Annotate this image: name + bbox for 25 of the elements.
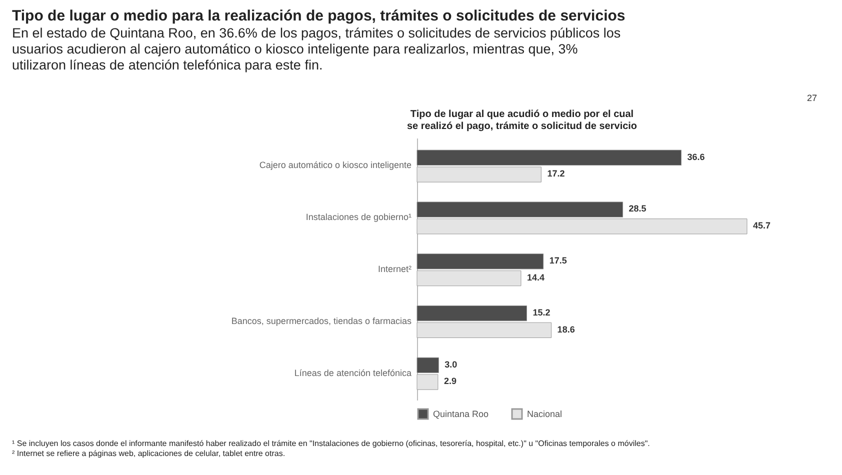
text: ² Internet se refiere a páginas web, aplicaciones de celular, tablet entre otras. [12, 449, 286, 458]
text: usuarios acudieron al cajero automático o kiosco inteligente para realizarlos, mientras que, 3% [12, 42, 578, 56]
data-label: 17.2 [547, 168, 565, 179]
data-label: 45.7 [753, 220, 771, 231]
legend-label: Nacional [527, 409, 562, 419]
data-label: 17.5 [549, 256, 567, 266]
y-tick-label: Cajero automático o kiosco inteligente [259, 160, 412, 170]
data-label: 14.4 [526, 272, 545, 282]
legend-label: Quintana Roo [433, 409, 489, 419]
text: Tipo de lugar al que acudió o medio por el cual se realizó el pago, trámite o solicitud de servicio [406, 109, 638, 132]
text: utilizaron líneas de atención telefónica para este fin. [12, 58, 323, 72]
y-tick-label: Líneas de atención telefónica [294, 368, 412, 378]
text: 27 [806, 93, 817, 103]
chart-title: Tipo de lugar o medio para la realización de pagos, trámites o solicitudes de servicios [12, 8, 626, 24]
y-tick-label: Internet² [378, 264, 412, 274]
data-label: 3.0 [444, 359, 458, 370]
data-label: 18.6 [557, 324, 575, 334]
data-label: 36.6 [687, 152, 705, 162]
text: ¹ Se incluyen los casos donde el informante manifestó haber realizado el trámite en "Instalaciones de gobierno (oficinas, tesorería, hospital, etc.)" u "Oficinas temporales o móviles". [12, 439, 650, 448]
y-tick-label: Instalaciones de gobierno¹ [306, 212, 412, 222]
data-label: 28.5 [628, 204, 646, 214]
data-label: 2.9 [444, 376, 456, 386]
text: En el estado de Quintana Roo, en 36.6% de los pagos, trámites o solicitudes de servicios públicos los [12, 26, 621, 40]
data-label: 15.2 [532, 307, 550, 318]
y-tick-label: Bancos, supermercados, tiendas o farmacias [231, 316, 412, 326]
